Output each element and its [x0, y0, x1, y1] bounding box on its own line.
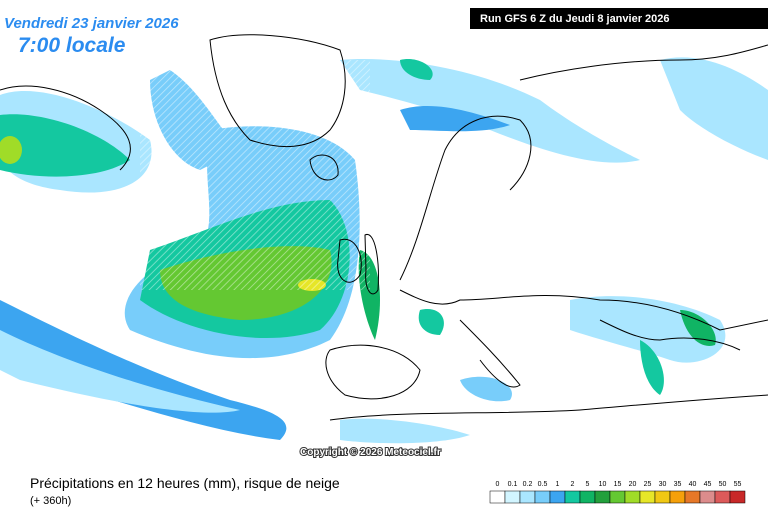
legend-swatch [579, 490, 596, 504]
legend-swatch [594, 490, 611, 504]
legend-swatch [669, 490, 686, 504]
legend-swatch [519, 490, 536, 504]
legend-label: 30 [659, 481, 667, 488]
legend-label: 45 [704, 481, 712, 488]
legend-label: 40 [689, 481, 697, 488]
legend-swatch [564, 490, 581, 504]
legend-swatch [654, 490, 671, 504]
legend-label: 0.1 [508, 481, 518, 488]
legend-swatch [534, 490, 551, 504]
legend-swatch [609, 490, 626, 504]
legend-label: 0.2 [523, 481, 533, 488]
run-info: Run GFS 6 Z du Jeudi 8 janvier 2026 [480, 13, 670, 25]
legend-label: 2 [571, 481, 575, 488]
run-banner [470, 8, 768, 29]
precipitation-field [0, 57, 768, 444]
legend-swatch [684, 490, 701, 504]
caption: Précipitations en 12 heures (mm), risque… [30, 475, 340, 491]
legend-label: 0 [496, 481, 500, 488]
lead-time: (+ 360h) [30, 495, 71, 507]
legend-swatch [504, 490, 521, 504]
legend-swatch [714, 490, 731, 504]
legend-swatch [624, 490, 641, 504]
legend-swatch [729, 490, 746, 504]
legend-label: 5 [586, 481, 590, 488]
forecast-date: Vendredi 23 janvier 2026 [4, 15, 179, 32]
legend-label: 35 [674, 481, 682, 488]
legend: 0 0.1 0.2 0.5 1 2 5 10 15 20 25 30 35 40 45 50 55 [489, 481, 746, 504]
forecast-time: 7:00 locale [18, 34, 126, 57]
footer-bar [0, 468, 768, 512]
legend-label: 15 [614, 481, 622, 488]
legend-label: 50 [719, 481, 727, 488]
coastlines [0, 34, 768, 421]
legend-label: 25 [644, 481, 652, 488]
legend-label: 10 [599, 481, 607, 488]
legend-label: 20 [629, 481, 637, 488]
legend-swatch [699, 490, 716, 504]
legend-swatch [489, 490, 506, 504]
legend-label: 1 [556, 481, 560, 488]
legend-label: 0.5 [538, 481, 548, 488]
copyright: Copyright © 2026 Meteociel.fr [300, 447, 441, 458]
legend-label: 55 [734, 481, 742, 488]
legend-swatch [639, 490, 656, 504]
legend-swatch [549, 490, 566, 504]
